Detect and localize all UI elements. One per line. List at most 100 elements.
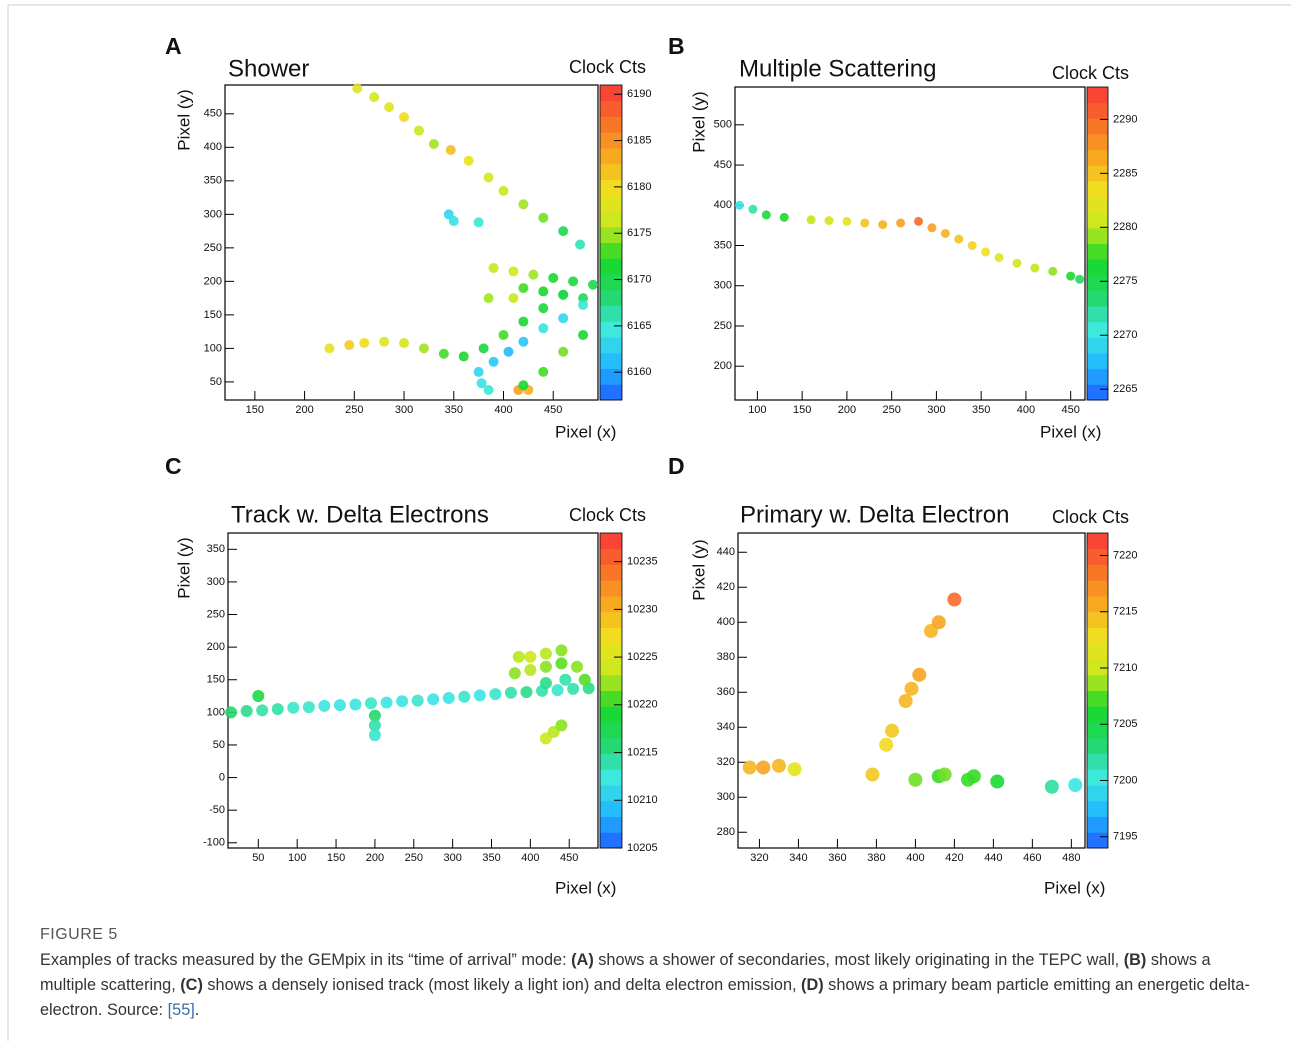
hit-point <box>578 330 588 340</box>
y-tick-label: 340 <box>717 721 735 733</box>
colorbar-band <box>600 659 622 675</box>
caption-plain: Examples of tracks measured by the GEMpi… <box>40 951 571 969</box>
colorbar-band <box>600 785 622 801</box>
chart-title: Track w. Delta Electrons <box>231 501 489 528</box>
caption-link[interactable]: [55] <box>168 1001 195 1019</box>
hit-point <box>464 156 474 166</box>
y-axis-label: Pixel (y) <box>174 89 193 150</box>
colorbar-band <box>600 258 622 274</box>
x-tick-label: 300 <box>443 852 461 864</box>
hit-point <box>941 229 950 238</box>
x-tick-label: 250 <box>882 404 900 416</box>
hit-point <box>1068 778 1082 792</box>
hit-point <box>359 338 369 348</box>
caption-bold: (A) <box>571 951 594 969</box>
y-tick-label: 150 <box>207 674 225 686</box>
colorbar-band <box>1087 754 1108 770</box>
colorbar-band <box>600 211 622 227</box>
x-tick-label: 200 <box>838 404 856 416</box>
colorbar-band <box>600 243 622 259</box>
hit-point <box>419 343 429 353</box>
hit-point <box>474 367 484 377</box>
panel-letter: B <box>668 33 685 59</box>
y-tick-label: 400 <box>204 141 222 153</box>
hit-point <box>578 300 588 310</box>
y-tick-label: 400 <box>717 616 735 628</box>
x-tick-label: 320 <box>750 852 768 864</box>
hit-point <box>369 92 379 102</box>
x-tick-label: 360 <box>828 852 846 864</box>
x-tick-label: 150 <box>246 404 264 416</box>
y-tick-label: 200 <box>204 275 222 287</box>
colorbar-band <box>600 353 622 369</box>
x-axis-label: Pixel (x) <box>555 422 616 441</box>
hit-point <box>484 293 494 303</box>
hit-point <box>349 699 361 711</box>
hit-point <box>540 661 552 673</box>
colorbar-tick-label: 10225 <box>627 651 658 663</box>
x-tick-label: 150 <box>793 404 811 416</box>
y-tick-label: 250 <box>714 320 732 332</box>
colorbar-tick-label: 6165 <box>627 320 651 332</box>
hit-point <box>334 699 346 711</box>
hit-point <box>318 700 330 712</box>
hit-point <box>995 253 1004 262</box>
colorbar-band <box>600 85 622 101</box>
hit-point <box>588 280 598 290</box>
hit-point <box>558 313 568 323</box>
y-tick-label: 250 <box>207 608 225 620</box>
hit-point <box>954 235 963 244</box>
colorbar-band <box>1087 134 1108 150</box>
colorbar-band <box>600 832 622 848</box>
colorbar-band <box>600 533 622 549</box>
colorbar-band <box>1087 596 1108 612</box>
y-tick-label: 350 <box>207 543 225 555</box>
hit-point <box>788 762 802 776</box>
colorbar-band <box>1087 785 1108 801</box>
hit-point <box>256 704 268 716</box>
x-tick-label: 300 <box>927 404 945 416</box>
x-tick-label: 350 <box>445 404 463 416</box>
colorbar-band <box>600 817 622 833</box>
hit-point <box>399 112 409 122</box>
colorbar-band <box>1087 801 1108 817</box>
colorbar-tick-label: 2270 <box>1113 329 1137 341</box>
hit-point <box>558 290 568 300</box>
colorbar-title: Clock Cts <box>1052 63 1129 83</box>
hit-point <box>399 338 409 348</box>
chart-title: Shower <box>228 55 309 82</box>
hit-point <box>878 220 887 229</box>
x-tick-label: 450 <box>1061 404 1079 416</box>
y-tick-label: 300 <box>717 791 735 803</box>
y-tick-label: 200 <box>207 641 225 653</box>
colorbar-band <box>600 612 622 628</box>
colorbar-band <box>600 754 622 770</box>
hit-point <box>509 667 521 679</box>
x-tick-label: 100 <box>748 404 766 416</box>
y-tick-label: 250 <box>204 242 222 254</box>
hit-point <box>540 648 552 660</box>
plot-frame <box>225 85 598 400</box>
colorbar-band <box>1087 290 1108 306</box>
y-tick-label: 400 <box>714 199 732 211</box>
colorbar-band <box>600 691 622 707</box>
hit-point <box>324 343 334 353</box>
colorbar-band <box>1087 353 1108 369</box>
colorbar-tick-label: 10235 <box>627 556 658 568</box>
colorbar-band <box>1087 150 1108 166</box>
colorbar-band <box>1087 369 1108 385</box>
hit-point <box>879 738 893 752</box>
y-tick-label: 450 <box>714 159 732 171</box>
hit-point <box>489 688 501 700</box>
colorbar-tick-label: 2275 <box>1113 275 1137 287</box>
x-tick-label: 340 <box>789 852 807 864</box>
y-tick-label: 100 <box>204 342 222 354</box>
hit-point <box>489 357 499 367</box>
colorbar-band <box>600 274 622 290</box>
hit-point <box>538 286 548 296</box>
y-tick-label: 280 <box>717 826 735 838</box>
hit-point <box>555 719 567 731</box>
hit-point <box>967 769 981 783</box>
hit-point <box>449 216 459 226</box>
hit-point <box>990 775 1004 789</box>
